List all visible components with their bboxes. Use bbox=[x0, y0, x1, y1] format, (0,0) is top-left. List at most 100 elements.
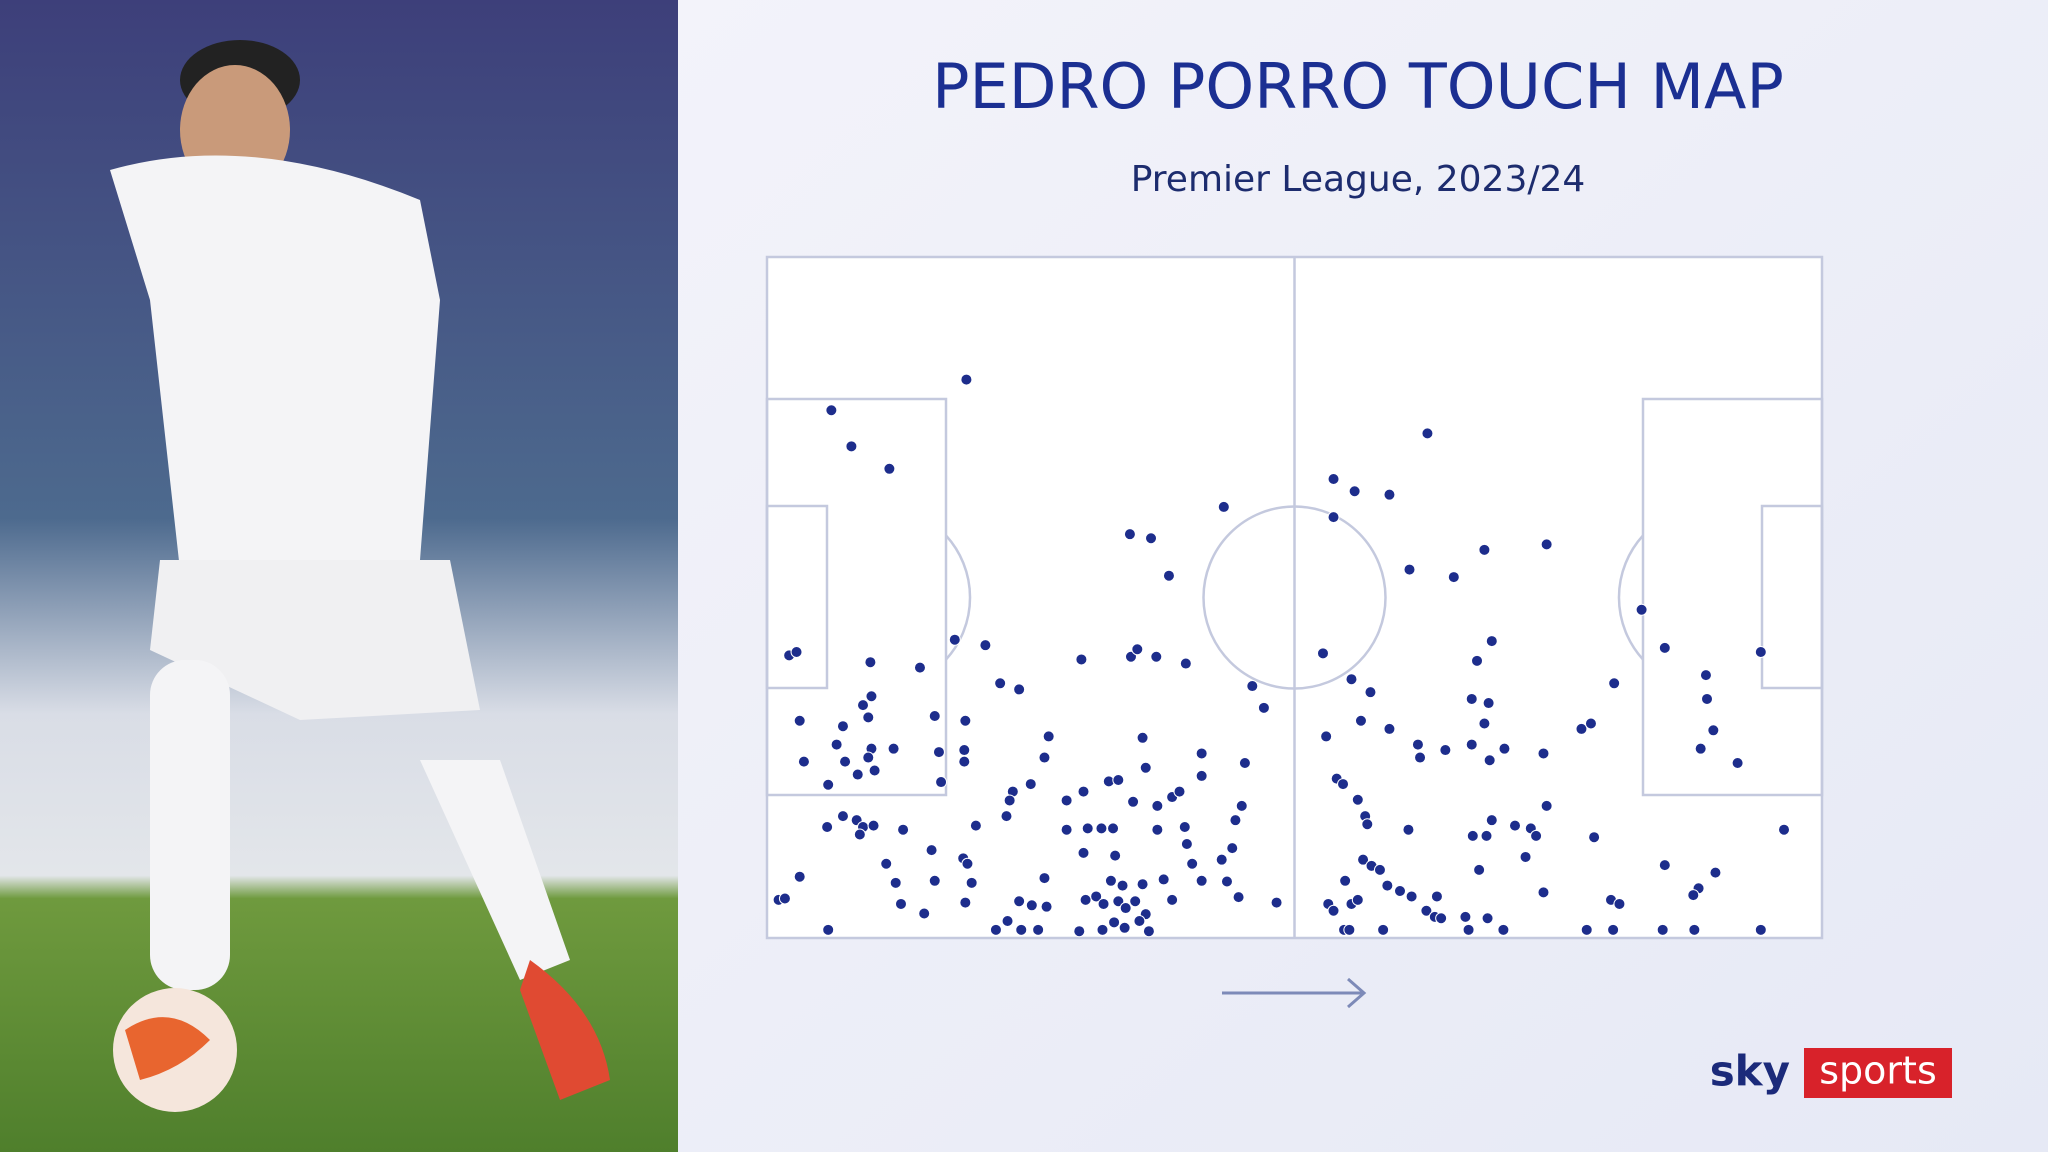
touch bbox=[1112, 774, 1125, 787]
touch bbox=[1270, 896, 1283, 909]
touch bbox=[862, 711, 875, 724]
touch bbox=[1459, 910, 1472, 923]
touch bbox=[1195, 747, 1208, 760]
touch bbox=[1754, 645, 1767, 658]
touch bbox=[1217, 500, 1230, 513]
touch bbox=[925, 844, 938, 857]
touch bbox=[825, 404, 838, 417]
logo-sky: sky bbox=[1710, 1047, 1790, 1096]
touch bbox=[1701, 692, 1714, 705]
touch bbox=[1257, 701, 1270, 714]
touch bbox=[1778, 823, 1791, 836]
touch bbox=[836, 720, 849, 733]
touch bbox=[960, 373, 973, 386]
touch bbox=[1485, 814, 1498, 827]
touch bbox=[958, 755, 971, 768]
touch bbox=[864, 656, 877, 669]
player-photo bbox=[0, 0, 678, 1152]
touch bbox=[1157, 873, 1170, 886]
touch bbox=[1430, 890, 1443, 903]
touch bbox=[797, 755, 810, 768]
touch bbox=[1540, 799, 1553, 812]
touch bbox=[1075, 653, 1088, 666]
touch bbox=[857, 699, 870, 712]
touch bbox=[1339, 874, 1352, 887]
touch bbox=[1215, 853, 1228, 866]
touch bbox=[1473, 863, 1486, 876]
touch bbox=[793, 870, 806, 883]
touch bbox=[1316, 647, 1329, 660]
touch bbox=[1013, 895, 1026, 908]
touch bbox=[1498, 742, 1511, 755]
touch bbox=[1537, 747, 1550, 760]
touch bbox=[1439, 744, 1452, 757]
logo: sky sports bbox=[1710, 1047, 1952, 1098]
touch bbox=[1238, 756, 1251, 769]
touch bbox=[1584, 717, 1597, 730]
touch bbox=[1478, 717, 1491, 730]
touch bbox=[1508, 819, 1521, 832]
touch bbox=[1073, 925, 1086, 938]
touch bbox=[1032, 923, 1045, 936]
touch bbox=[1195, 769, 1208, 782]
touch bbox=[1042, 730, 1055, 743]
touch bbox=[1411, 738, 1424, 751]
touch bbox=[1179, 657, 1192, 670]
touch bbox=[1402, 823, 1415, 836]
touch bbox=[845, 440, 858, 453]
touch bbox=[836, 810, 849, 823]
touch bbox=[822, 778, 835, 791]
touch bbox=[1327, 904, 1340, 917]
touch bbox=[958, 744, 971, 757]
touch bbox=[853, 828, 866, 841]
touch bbox=[1337, 778, 1350, 791]
touch bbox=[1173, 785, 1186, 798]
logo-box bbox=[1804, 1048, 1952, 1098]
touch bbox=[1013, 683, 1026, 696]
touch bbox=[1232, 891, 1245, 904]
touch bbox=[1112, 895, 1125, 908]
touch bbox=[1478, 543, 1491, 556]
touch bbox=[1364, 686, 1377, 699]
touch bbox=[1485, 635, 1498, 648]
touch bbox=[1077, 846, 1090, 859]
touch bbox=[1131, 643, 1144, 656]
touch bbox=[1015, 923, 1028, 936]
touch bbox=[1129, 895, 1142, 908]
touch bbox=[1420, 904, 1433, 917]
touch bbox=[880, 857, 893, 870]
direction-arrow bbox=[1222, 977, 1367, 1009]
touch bbox=[889, 876, 902, 889]
touch bbox=[862, 751, 875, 764]
touch bbox=[868, 764, 881, 777]
touch bbox=[1580, 923, 1593, 936]
touch bbox=[887, 742, 900, 755]
touch bbox=[1107, 822, 1120, 835]
pitch bbox=[765, 255, 1824, 940]
touch bbox=[1025, 899, 1038, 912]
touch bbox=[1178, 820, 1191, 833]
touch bbox=[1613, 897, 1626, 910]
touch bbox=[1118, 921, 1131, 934]
touch bbox=[1462, 923, 1475, 936]
touch bbox=[1226, 842, 1239, 855]
touch bbox=[1658, 641, 1671, 654]
touch bbox=[1145, 532, 1158, 545]
touch bbox=[830, 738, 843, 751]
touch bbox=[1635, 603, 1648, 616]
touch bbox=[1108, 916, 1121, 929]
touch bbox=[1081, 822, 1094, 835]
touch bbox=[1038, 751, 1051, 764]
touch bbox=[1373, 863, 1386, 876]
touch bbox=[1166, 893, 1179, 906]
touch bbox=[1405, 890, 1418, 903]
touch bbox=[1038, 872, 1051, 885]
touch bbox=[961, 857, 974, 870]
touch bbox=[1537, 886, 1550, 899]
touch bbox=[1079, 893, 1092, 906]
touch bbox=[1465, 738, 1478, 751]
touch bbox=[1381, 879, 1394, 892]
touch bbox=[1575, 722, 1588, 735]
touch bbox=[918, 907, 931, 920]
